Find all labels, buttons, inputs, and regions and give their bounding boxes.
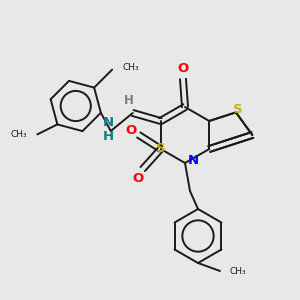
- Text: N: N: [103, 116, 114, 130]
- Text: H: H: [103, 130, 114, 142]
- Text: CH₃: CH₃: [11, 130, 27, 139]
- Text: CH₃: CH₃: [122, 63, 139, 72]
- Text: O: O: [125, 124, 136, 137]
- Text: CH₃: CH₃: [230, 266, 247, 275]
- Text: S: S: [156, 142, 166, 155]
- Text: H: H: [124, 94, 134, 107]
- Text: O: O: [132, 172, 143, 184]
- Text: N: N: [188, 154, 199, 166]
- Text: O: O: [177, 62, 189, 76]
- Text: S: S: [233, 103, 243, 116]
